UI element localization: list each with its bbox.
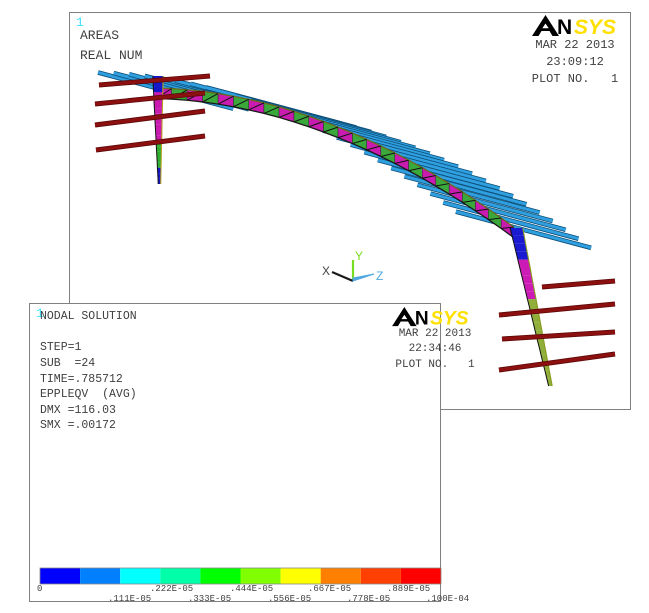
svg-text:X: X (322, 264, 330, 278)
svg-text:N: N (557, 16, 572, 39)
svg-text:N: N (415, 308, 429, 329)
svg-text:SYS: SYS (574, 16, 616, 39)
svg-text:Y: Y (355, 249, 363, 263)
svg-text:Z: Z (376, 269, 383, 283)
svg-text:SYS: SYS (430, 308, 468, 329)
